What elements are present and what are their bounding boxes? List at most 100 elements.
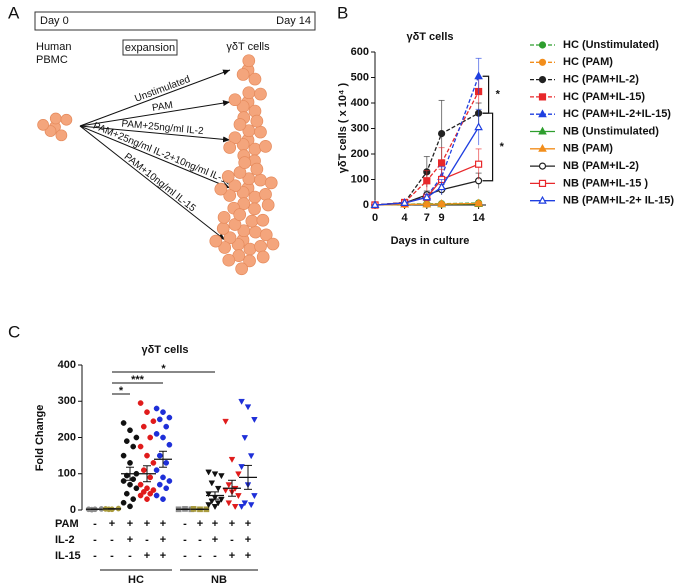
marker — [238, 464, 245, 471]
condition-sign: + — [212, 518, 218, 530]
cell — [250, 114, 264, 128]
condition-sign: + — [160, 518, 166, 530]
marker — [127, 427, 133, 434]
cell — [256, 213, 270, 227]
marker — [140, 467, 147, 473]
marker — [437, 199, 446, 207]
cell — [250, 162, 264, 176]
marker — [538, 162, 547, 170]
cell — [228, 131, 242, 145]
marker — [474, 71, 483, 80]
marker — [140, 489, 147, 495]
y-axis-label: Fold Change — [34, 405, 46, 472]
marker — [150, 460, 157, 466]
arrow — [79, 125, 231, 143]
condition-sign: + — [160, 534, 166, 546]
marker — [225, 500, 233, 507]
x-tick-label: 7 — [424, 212, 430, 224]
legend-label: NB (PAM+IL-2) — [563, 160, 639, 172]
cell — [261, 198, 275, 212]
condition-name: IL-2 — [55, 534, 75, 546]
marker — [538, 41, 547, 49]
marker — [205, 469, 212, 476]
marker — [205, 502, 212, 509]
marker — [153, 431, 160, 437]
marker — [153, 467, 160, 473]
cell — [218, 241, 232, 254]
condition-sign: - — [110, 550, 114, 562]
condition-sign: + — [109, 518, 115, 530]
marker — [166, 441, 173, 448]
marker — [438, 130, 446, 138]
condition-sign: - — [145, 534, 149, 546]
arrow — [79, 125, 226, 241]
source-label: Human — [36, 41, 71, 53]
arrow — [79, 69, 231, 127]
marker — [144, 409, 150, 415]
marker — [150, 418, 157, 425]
cell — [248, 72, 262, 86]
chart-title: γδT cells — [141, 344, 188, 356]
y-tick-label: 500 — [351, 71, 369, 83]
marker — [120, 499, 127, 506]
y-tick-label: 400 — [351, 97, 369, 109]
cell — [266, 237, 280, 251]
legend-label: NB (PAM+IL-15 ) — [563, 177, 648, 189]
marker — [538, 58, 547, 66]
condition-sign: + — [245, 534, 251, 546]
cell — [235, 262, 249, 276]
cell — [223, 189, 237, 202]
marker — [211, 471, 219, 478]
marker — [400, 198, 409, 206]
marker — [423, 177, 431, 185]
cell — [242, 86, 256, 100]
marker — [160, 434, 166, 441]
y-tick-label: 300 — [351, 122, 369, 134]
marker — [163, 485, 170, 492]
significance-bracket — [482, 112, 494, 182]
marker — [251, 417, 258, 424]
marker — [538, 143, 547, 152]
marker — [160, 409, 166, 415]
marker — [238, 504, 245, 511]
condition-sign: - — [213, 550, 217, 562]
marker — [474, 122, 483, 131]
arrow — [79, 100, 231, 127]
marker — [130, 476, 137, 483]
day-end: Day 14 — [276, 15, 311, 27]
condition-sign: - — [183, 550, 187, 562]
cell — [243, 254, 256, 268]
marker — [130, 443, 137, 450]
condition-sign: + — [127, 534, 133, 546]
y-tick-label: 300 — [58, 395, 76, 407]
marker — [211, 504, 219, 511]
x-tick-label: 9 — [439, 212, 445, 224]
condition-sign: + — [245, 518, 251, 530]
condition-sign: - — [183, 534, 187, 546]
marker — [247, 502, 255, 509]
marker — [150, 487, 157, 493]
marker — [153, 492, 160, 499]
significance-bracket — [482, 75, 490, 114]
cell — [238, 156, 252, 169]
condition-sign: + — [212, 534, 218, 546]
panel-label: B — [337, 3, 348, 22]
legend-label: NB (Unstimulated) — [563, 125, 659, 137]
marker — [160, 474, 166, 481]
marker — [133, 485, 140, 492]
cell — [233, 118, 247, 131]
marker — [214, 500, 222, 507]
marker — [218, 473, 225, 480]
y-tick-label: 100 — [58, 468, 76, 480]
marker — [127, 503, 133, 510]
cell — [37, 119, 49, 131]
marker — [370, 200, 380, 208]
marker — [166, 414, 173, 421]
panel-label: C — [8, 322, 20, 341]
marker — [422, 192, 432, 201]
cell — [223, 231, 237, 245]
marker — [144, 496, 150, 502]
cell — [259, 188, 272, 201]
cell — [221, 170, 235, 183]
